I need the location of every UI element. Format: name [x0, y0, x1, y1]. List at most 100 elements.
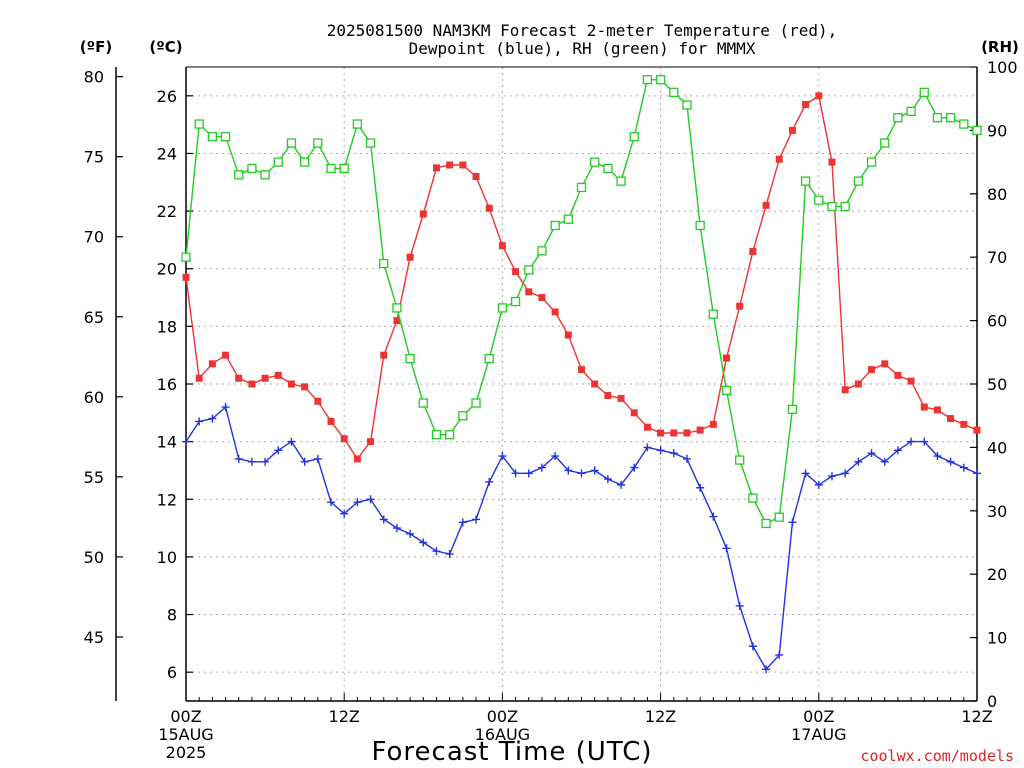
fahrenheit-tick-label: 80	[84, 68, 104, 87]
dewpoint-point	[762, 665, 771, 674]
temperature-point	[920, 403, 928, 411]
rh-point	[761, 518, 771, 529]
temperature-point	[749, 247, 757, 255]
fahrenheit-tick-label: 50	[84, 548, 104, 567]
rh-point	[906, 106, 916, 117]
dewpoint-point	[300, 457, 309, 466]
rh-point	[616, 176, 626, 186]
fahrenheit-tick-label: 45	[84, 628, 104, 647]
dewpoint-point	[511, 469, 520, 478]
rh-point	[603, 163, 613, 174]
temperature-point	[393, 317, 401, 325]
rh-point	[471, 398, 481, 408]
celsius-tick-label: 26	[157, 87, 177, 106]
rh-point	[827, 201, 837, 212]
rh-point	[800, 176, 811, 186]
dewpoint-point	[827, 472, 836, 481]
dewpoint-point	[973, 469, 981, 478]
temperature-point	[630, 409, 638, 417]
temperature-point	[472, 173, 480, 181]
rh-point	[273, 157, 283, 167]
dewpoint-point	[880, 457, 889, 466]
dewpoint-point	[867, 449, 876, 458]
dewpoint-point	[933, 452, 942, 461]
rh-point	[642, 75, 653, 85]
rh-point	[313, 138, 323, 148]
temperature-point	[696, 426, 704, 434]
temperature-point	[406, 253, 414, 261]
temperature-point	[261, 374, 269, 382]
temperature-point	[868, 366, 876, 374]
rh-tick-label: 10	[987, 629, 1007, 648]
rh-point	[220, 132, 231, 142]
temperature-point	[854, 380, 862, 388]
dewpoint-point	[472, 515, 481, 524]
dewpoint-point	[682, 454, 691, 463]
rh-point	[932, 113, 943, 123]
celsius-tick-label: 8	[167, 606, 177, 625]
temperature-point	[538, 294, 546, 302]
dewpoint-point	[722, 544, 731, 553]
rh-point	[445, 430, 455, 440]
rh-point	[655, 75, 666, 85]
dewpoint-point	[814, 480, 823, 489]
rh-point	[735, 455, 745, 465]
x-tick-label: 00Z	[170, 707, 201, 726]
temperature-point	[314, 397, 322, 405]
rh-tick-label: 30	[987, 502, 1007, 521]
dewpoint-point	[208, 414, 217, 423]
celsius-unit-label: (ºC)	[149, 38, 182, 56]
temperature-point	[459, 161, 467, 169]
dewpoint-point	[432, 547, 441, 556]
temperature-point	[578, 366, 585, 374]
temperature-point	[274, 371, 282, 379]
dewpoint-point	[182, 437, 190, 446]
rh-point	[708, 309, 718, 319]
celsius-tick-label: 12	[157, 490, 177, 509]
dewpoint-point	[458, 518, 467, 527]
dewpoint-point	[735, 601, 744, 610]
temperature-point	[208, 360, 216, 368]
dewpoint-point	[340, 509, 349, 518]
rh-point	[959, 119, 969, 129]
rh-point	[537, 246, 547, 256]
fahrenheit-tick-label: 75	[84, 148, 104, 167]
rh-point	[260, 170, 270, 180]
rh-point	[379, 258, 389, 269]
x-tick-label: 12Z	[961, 707, 992, 726]
temperature-point	[525, 288, 533, 296]
dewpoint-point	[498, 452, 507, 461]
temperature-point	[657, 429, 665, 437]
dewpoint-point	[630, 463, 639, 472]
celsius-tick-label: 24	[157, 144, 177, 163]
rh-point	[590, 157, 600, 167]
x-tick-label: 12Z	[329, 707, 360, 726]
temperature-point	[512, 268, 520, 276]
rh-point	[181, 252, 191, 262]
temperature-point	[973, 426, 981, 434]
dewpoint-line	[185, 405, 978, 671]
temperature-point	[802, 100, 810, 108]
dewpoint-point	[841, 469, 850, 478]
temperature-point	[340, 435, 348, 443]
dewpoint-point	[379, 515, 388, 524]
rh-point	[339, 163, 349, 174]
celsius-tick-label: 22	[157, 202, 177, 221]
rh-point	[234, 170, 244, 180]
rh-point	[919, 87, 929, 98]
dewpoint-point	[524, 469, 533, 478]
dewpoint-point	[577, 469, 586, 478]
x-tick-date: 15AUG	[158, 725, 213, 744]
rh-tick-label: 50	[987, 375, 1007, 394]
temperature-point	[551, 308, 559, 316]
temperature-point	[894, 371, 902, 379]
temperature-point	[432, 164, 440, 172]
rh-point	[840, 201, 850, 212]
dewpoint-point	[590, 466, 599, 475]
temperature-point	[380, 351, 388, 359]
rh-unit-label: (RH)	[981, 38, 1019, 56]
temperature-point	[881, 360, 889, 368]
fahrenheit-tick-label: 65	[84, 308, 104, 327]
temperature-point	[960, 420, 968, 428]
chart-title-line-1: 2025081500 NAM3KM Forecast 2-meter Tempe…	[327, 21, 838, 40]
